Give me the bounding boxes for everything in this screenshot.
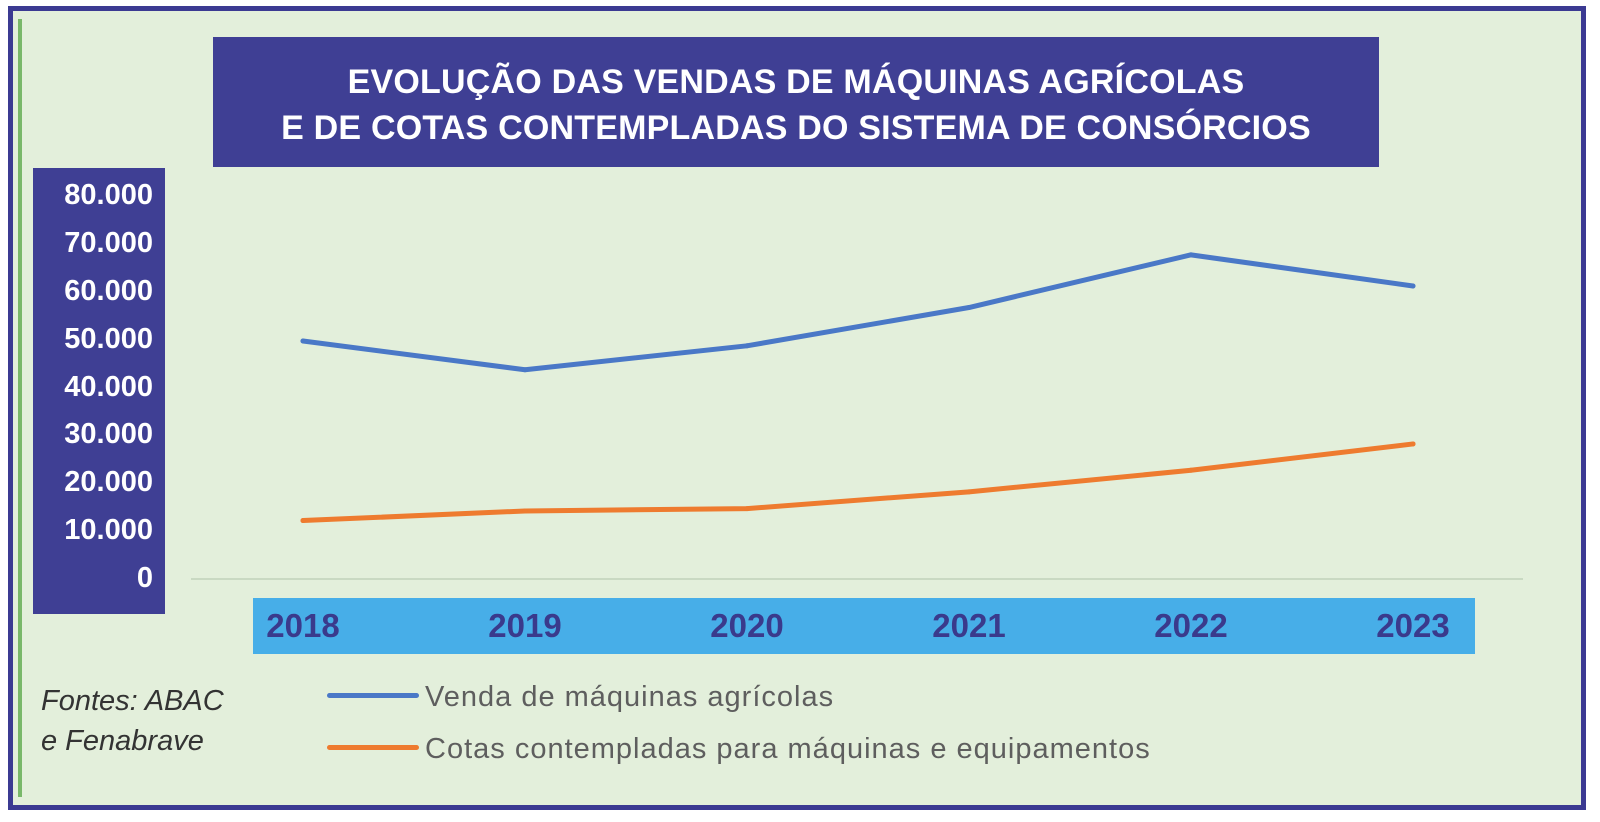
y-tick-label: 50.000 (64, 322, 153, 355)
chart-title: EVOLUÇÃO DAS VENDAS DE MÁQUINAS AGRÍCOLA… (213, 37, 1379, 167)
legend-label-quotas: Cotas contempladas para máquinas e equip… (425, 733, 1151, 765)
legend-label-machine-sales: Venda de máquinas agrícolas (425, 681, 835, 713)
x-tick-label: 2021 (932, 607, 1006, 644)
x-tick-label: 2020 (710, 607, 784, 644)
data-point-1-0 (300, 518, 306, 524)
data-point-1-5 (1410, 441, 1416, 447)
chart-title-line-2: E DE COTAS CONTEMPLADAS DO SISTEMA DE CO… (281, 109, 1311, 147)
data-point-1-3 (966, 489, 972, 495)
x-tick-label: 2018 (266, 607, 340, 644)
data-point-0-5 (1410, 283, 1416, 289)
y-tick-label: 80.000 (64, 179, 153, 211)
y-tick-label: 10.000 (64, 514, 153, 547)
y-tick-label: 60.000 (64, 274, 153, 307)
data-point-0-2 (744, 343, 750, 349)
data-point-0-0 (300, 338, 306, 344)
y-tick-label: 30.000 (64, 418, 153, 451)
x-tick-label: 2023 (1376, 607, 1450, 644)
plot-area (191, 252, 1523, 580)
source-note: Fontes: ABAC e Fenabrave (41, 681, 261, 761)
y-tick-label: 20.000 (64, 466, 153, 499)
chart-frame: EVOLUÇÃO DAS VENDAS DE MÁQUINAS AGRÍCOLA… (8, 6, 1586, 810)
x-tick-label: 2022 (1154, 607, 1228, 644)
y-tick-label: 70.000 (64, 226, 153, 259)
data-point-0-4 (1188, 252, 1194, 258)
data-point-1-4 (1188, 467, 1194, 473)
y-tick-label: 0 (136, 562, 153, 594)
y-tick-label: 40.000 (64, 370, 153, 403)
series-line-0 (300, 252, 1416, 373)
data-point-1-1 (522, 508, 528, 514)
x-tick-label: 2019 (488, 607, 562, 644)
data-point-0-3 (966, 305, 972, 311)
source-line: Fontes: ABAC (41, 685, 224, 717)
legend-swatch-quotas (327, 745, 419, 750)
legend-swatch-machine-sales (327, 693, 419, 698)
series-line-1 (300, 441, 1416, 524)
data-point-1-2 (744, 506, 750, 512)
x-axis-band: 2018 2019 2020 2021 2022 2023 (253, 598, 1475, 654)
y-axis-panel: 80.000 70.000 60.000 50.000 40.000 30.000 20.0… (33, 168, 165, 614)
data-point-0-1 (522, 367, 528, 373)
chart-title-line-1: EVOLUÇÃO DAS VENDAS DE MÁQUINAS AGRÍCOLA… (347, 63, 1245, 101)
source-line: e Fenabrave (41, 725, 204, 757)
